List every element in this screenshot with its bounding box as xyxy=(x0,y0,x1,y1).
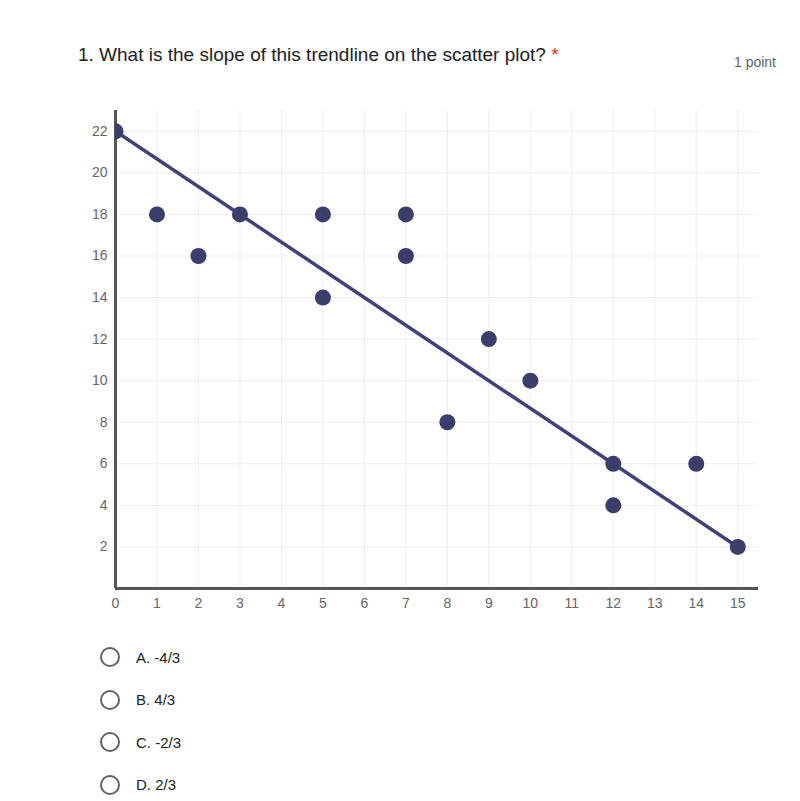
svg-text:7: 7 xyxy=(402,595,410,611)
svg-text:6: 6 xyxy=(100,455,108,471)
svg-text:13: 13 xyxy=(647,595,663,611)
svg-text:20: 20 xyxy=(92,164,108,180)
svg-text:22: 22 xyxy=(92,123,108,139)
svg-text:16: 16 xyxy=(92,247,108,263)
svg-text:9: 9 xyxy=(485,595,493,611)
svg-text:3: 3 xyxy=(236,595,244,611)
svg-text:12: 12 xyxy=(606,595,622,611)
svg-text:14: 14 xyxy=(688,595,704,611)
html-text:1. What is the slope of this t: 1. What is the slope of this trendline o… xyxy=(78,44,559,65)
html-text:1 point: 1 point xyxy=(734,54,776,70)
svg-text:10: 10 xyxy=(523,595,539,611)
svg-text:8: 8 xyxy=(443,595,451,611)
svg-text:2: 2 xyxy=(100,538,108,554)
svg-text:15: 15 xyxy=(730,595,746,611)
svg-text:4: 4 xyxy=(278,595,286,611)
html-text:D. 2/3: D. 2/3 xyxy=(136,776,176,794)
svg-text:1: 1 xyxy=(153,595,161,611)
svg-text:10: 10 xyxy=(92,372,108,388)
svg-text:5: 5 xyxy=(319,595,327,611)
svg-text:12: 12 xyxy=(92,331,108,347)
svg-text:4: 4 xyxy=(100,497,108,513)
svg-text:0: 0 xyxy=(112,595,120,611)
svg-text:2: 2 xyxy=(195,595,203,611)
svg-text:18: 18 xyxy=(92,206,108,222)
svg-text:11: 11 xyxy=(565,595,580,611)
svg-text:14: 14 xyxy=(92,289,108,305)
html-text:A. -4/3: A. -4/3 xyxy=(136,648,181,666)
svg-text:8: 8 xyxy=(100,414,108,430)
html-text:B. 4/3: B. 4/3 xyxy=(136,691,176,709)
html-text:C. -2/3: C. -2/3 xyxy=(136,733,181,751)
svg-text:6: 6 xyxy=(361,595,369,611)
